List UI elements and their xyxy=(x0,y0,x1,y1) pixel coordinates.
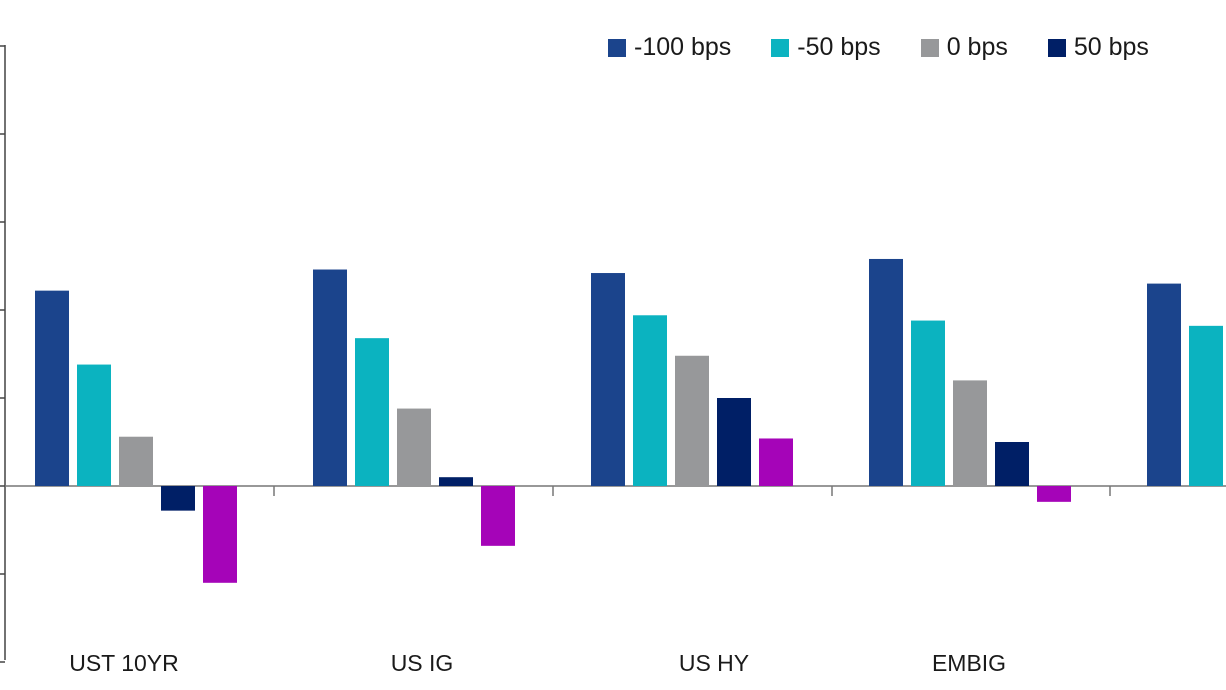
category-label: US HY xyxy=(679,650,749,676)
bar xyxy=(995,442,1029,486)
legend-swatch xyxy=(771,38,790,57)
bar xyxy=(119,436,153,486)
category-label: EMBIG xyxy=(932,650,1006,676)
bar xyxy=(35,290,69,486)
bar xyxy=(161,486,195,511)
bar xyxy=(439,477,473,486)
bar xyxy=(1147,283,1181,486)
legend-label: 0 bps xyxy=(946,33,1008,61)
legend-label: -50 bps xyxy=(797,33,881,61)
bar xyxy=(953,380,987,486)
bar xyxy=(717,398,751,486)
bar xyxy=(675,355,709,486)
legend-item: 50 bps xyxy=(1047,33,1149,62)
legend-label: 50 bps xyxy=(1073,33,1149,61)
bars xyxy=(35,258,1223,583)
x-axis-ticks xyxy=(273,486,1111,496)
legend-item: 0 bps xyxy=(920,33,1008,62)
y-axis-ticks xyxy=(0,45,5,663)
legend-swatch xyxy=(1047,38,1066,57)
bar xyxy=(869,258,903,486)
legend: -100 bps -50 bps 0 bps 50 bps xyxy=(608,33,1149,62)
bar xyxy=(911,320,945,486)
legend-item: -100 bps xyxy=(608,33,731,62)
bar xyxy=(591,273,625,486)
bar xyxy=(203,486,237,583)
legend-swatch xyxy=(608,38,626,57)
category-label: US IG xyxy=(391,650,454,676)
category-labels: UST 10YR US IG US HY EMBIG xyxy=(69,650,1006,676)
bar xyxy=(313,269,347,486)
category-label: UST 10YR xyxy=(69,650,179,676)
bar xyxy=(77,364,111,486)
bar xyxy=(397,408,431,486)
bar xyxy=(1189,325,1223,486)
bar xyxy=(481,486,515,546)
bar xyxy=(759,438,793,486)
bar xyxy=(633,315,667,486)
legend-swatch xyxy=(920,38,939,57)
bar xyxy=(355,338,389,486)
legend-label: -100 bps xyxy=(634,33,732,61)
legend-item: -50 bps xyxy=(771,33,881,62)
bar xyxy=(1037,486,1071,502)
